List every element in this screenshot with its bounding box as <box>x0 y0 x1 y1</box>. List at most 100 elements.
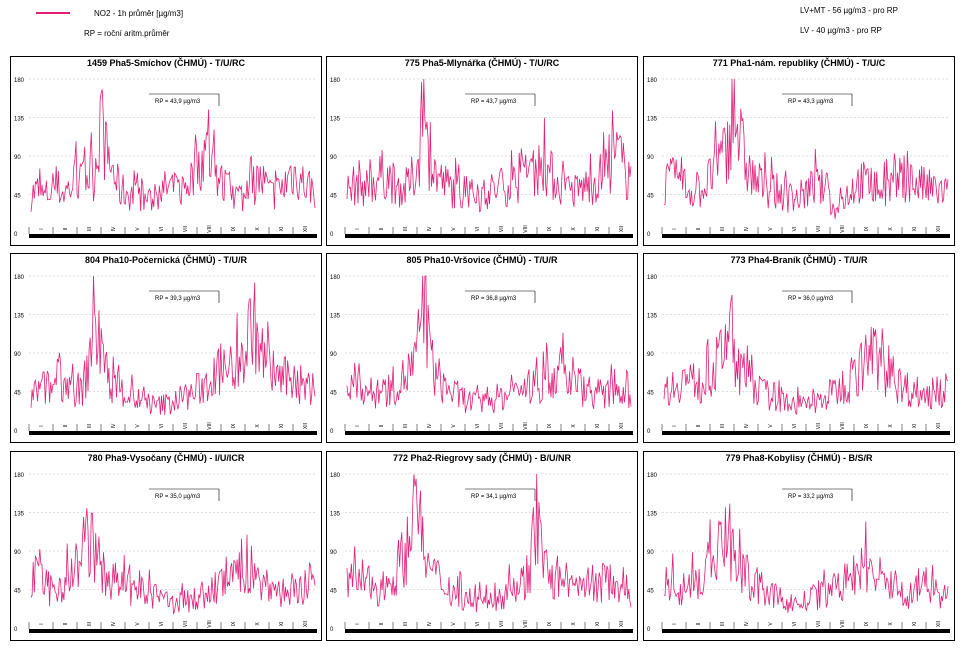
y-tick-label: 135 <box>647 512 658 518</box>
x-tick-label: XII <box>303 621 309 627</box>
x-tick-label: VI <box>792 227 798 232</box>
series-line <box>664 503 949 613</box>
x-tick-label: XI <box>912 227 918 232</box>
y-tick-label: 180 <box>647 473 658 479</box>
x-tick-label: X <box>571 622 577 626</box>
x-axis-bar <box>662 431 950 435</box>
x-axis-bar <box>29 234 317 238</box>
x-tick-label: III <box>403 227 409 231</box>
y-tick-label: 45 <box>14 194 21 200</box>
x-tick-label: III <box>87 424 93 428</box>
x-tick-label: VII <box>499 423 505 429</box>
x-tick-label: VIII <box>523 422 529 430</box>
x-tick-label: XII <box>936 621 942 627</box>
x-tick-label: X <box>255 424 261 428</box>
x-tick-label: V <box>451 424 457 428</box>
x-tick-label: IV <box>111 423 117 428</box>
x-axis-bar <box>345 431 633 435</box>
y-tick-label: 90 <box>14 155 21 161</box>
x-tick-label: III <box>87 227 93 231</box>
x-tick-label: IX <box>547 423 553 428</box>
x-tick-label: V <box>768 622 774 626</box>
rp-label: RP = 36,0 µg/m3 <box>788 296 834 302</box>
x-tick-label: IX <box>547 226 553 231</box>
x-tick-label: IX <box>231 423 237 428</box>
y-tick-label: 180 <box>330 78 341 84</box>
y-tick-label: 180 <box>14 78 25 84</box>
y-tick-label: 0 <box>647 232 651 238</box>
y-tick-label: 135 <box>330 117 341 123</box>
x-tick-label: XII <box>619 621 625 627</box>
x-tick-label: III <box>87 622 93 626</box>
x-tick-label: XI <box>912 424 918 429</box>
y-tick-label: 45 <box>330 589 337 595</box>
x-tick-label: II <box>63 228 69 231</box>
x-tick-label: VIII <box>207 225 213 233</box>
chart-title: 1459 Pha5-Smíchov (ČHMÚ) - T/U/RC <box>86 58 246 68</box>
x-tick-label: I <box>355 425 361 426</box>
y-tick-label: 45 <box>647 391 654 397</box>
y-tick-label: 90 <box>14 352 21 358</box>
x-tick-label: VI <box>475 424 481 429</box>
x-tick-label: I <box>672 623 678 624</box>
chart-panel: 0 45 90 135 180 RP = 36,0 µg/m3 I II III IV V VI VII… <box>643 253 955 443</box>
y-tick-label: 90 <box>647 550 654 556</box>
x-tick-label: IX <box>231 621 237 626</box>
x-tick-label: IV <box>427 423 433 428</box>
chart-legend: NO2 - 1h průměr [µg/m3] RP = roční aritm… <box>36 6 183 46</box>
y-tick-label: 135 <box>647 314 658 320</box>
x-axis-bar <box>345 234 633 238</box>
legend-line-label: NO2 - 1h průměr [µg/m3] <box>94 8 184 18</box>
y-tick-label: 135 <box>330 314 341 320</box>
y-tick-label: 90 <box>330 155 337 161</box>
chart-panel: 0 45 90 135 180 RP = 35,0 µg/m3 I II III IV V VI VII… <box>10 451 322 641</box>
y-tick-label: 0 <box>330 627 334 633</box>
y-tick-label: 0 <box>14 429 18 435</box>
x-tick-label: VI <box>475 227 481 232</box>
x-tick-label: VI <box>792 622 798 627</box>
x-tick-label: III <box>720 622 726 626</box>
x-tick-label: VIII <box>840 620 846 628</box>
x-tick-label: VIII <box>207 422 213 430</box>
rp-label: RP = 36,8 µg/m3 <box>471 296 517 302</box>
x-tick-label: I <box>39 623 45 624</box>
x-tick-label: IV <box>744 621 750 626</box>
x-axis-bar <box>29 629 317 633</box>
x-tick-label: XII <box>303 226 309 232</box>
y-tick-label: 180 <box>14 275 25 281</box>
x-tick-label: II <box>63 425 69 428</box>
x-tick-label: V <box>135 622 141 626</box>
x-axis-bar <box>662 234 950 238</box>
x-tick-label: VIII <box>523 225 529 233</box>
x-tick-label: XII <box>936 226 942 232</box>
y-tick-label: 135 <box>330 512 341 518</box>
x-tick-label: X <box>255 227 261 231</box>
x-tick-label: XI <box>279 424 285 429</box>
x-tick-label: III <box>403 622 409 626</box>
chart-title: 775 Pha5-Mlynářka (ČHMÚ) - T/U/RC <box>404 58 560 68</box>
x-tick-label: IV <box>744 423 750 428</box>
x-tick-label: V <box>135 424 141 428</box>
y-tick-label: 135 <box>14 314 25 320</box>
legend-line-swatch <box>36 12 70 14</box>
x-tick-label: I <box>672 425 678 426</box>
y-tick-label: 0 <box>330 232 334 238</box>
x-tick-label: II <box>696 425 702 428</box>
y-tick-label: 180 <box>14 473 25 479</box>
x-tick-label: VIII <box>523 620 529 628</box>
x-tick-label: XI <box>279 622 285 627</box>
rp-label: RP = 35,0 µg/m3 <box>155 494 201 500</box>
x-tick-label: IX <box>864 226 870 231</box>
x-tick-label: IV <box>427 226 433 231</box>
x-tick-label: I <box>355 623 361 624</box>
x-tick-label: II <box>696 623 702 626</box>
y-tick-label: 90 <box>14 550 21 556</box>
chart-title: 780 Pha9-Vysočany (ČHMÚ) - I/U/ICR <box>87 453 245 463</box>
limit-lv-mt: LV+MT - 56 µg/m3 - pro RP <box>800 6 898 15</box>
x-tick-label: III <box>720 424 726 428</box>
x-tick-label: VII <box>183 423 189 429</box>
y-tick-label: 135 <box>647 117 658 123</box>
